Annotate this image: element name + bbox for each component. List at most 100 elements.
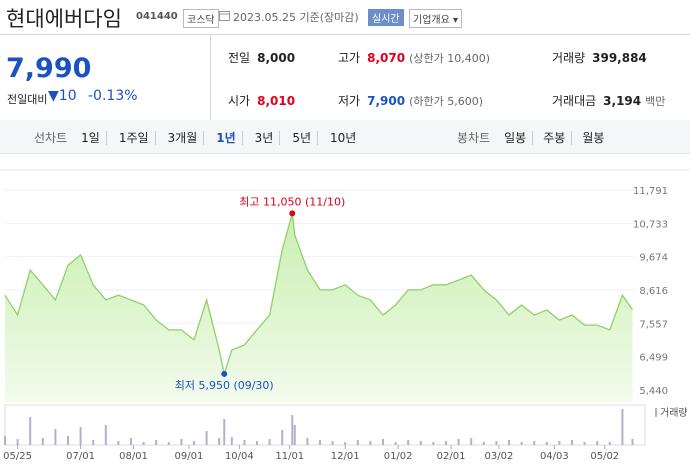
volume-bar	[41, 438, 44, 445]
calendar-icon	[219, 11, 230, 21]
company-button-text: 기업개요	[413, 15, 450, 26]
volume-frame	[4, 404, 646, 446]
tab[interactable]: 일봉	[504, 131, 534, 145]
tab[interactable]: 5년	[292, 131, 319, 145]
stat-value: 7,900	[367, 94, 406, 108]
tab[interactable]: 3개월	[167, 131, 205, 145]
volume-bar	[104, 425, 107, 445]
x-tick-label: 03/02	[485, 451, 514, 462]
volume-bar	[545, 442, 548, 445]
volume-bar	[180, 439, 183, 445]
volume-bar	[230, 437, 233, 445]
volume-bar	[193, 441, 195, 445]
tab-label: 선차트	[34, 131, 68, 145]
volume-bar	[54, 429, 57, 445]
volume-bar	[482, 442, 485, 445]
volume-bar	[16, 439, 19, 445]
change-label: 전일대비	[7, 93, 48, 106]
volume-bar	[520, 442, 523, 445]
tab[interactable]: 1일	[81, 131, 107, 145]
volume-bar	[495, 441, 498, 445]
header: 현대에버다임 041440 코스닥 2023.05.25 기준(장마감) 실시간…	[0, 0, 690, 34]
tab[interactable]: 1년	[216, 131, 243, 145]
stock-name: 현대에버다임	[6, 7, 122, 31]
company-button[interactable]: 기업개요 ▾	[409, 9, 463, 28]
stat-label: 전일	[228, 51, 251, 65]
volume-bar	[382, 439, 384, 445]
tab[interactable]: 1주일	[118, 131, 156, 145]
volume-bar	[205, 431, 208, 445]
realtime-badge: 실시간	[368, 9, 404, 26]
stat-value: 399,884	[592, 51, 647, 65]
stat: 시가 8,010	[228, 92, 299, 109]
stat-value: 8,010	[257, 94, 296, 108]
market: 코스닥	[183, 9, 219, 28]
y-tick-label: 11,791	[633, 186, 668, 197]
volume-bar	[223, 419, 226, 445]
current-price: 7,990	[6, 53, 92, 84]
stat: 고가 8,070 (상한가 10,400)	[338, 49, 490, 66]
volume-bar	[218, 438, 221, 445]
stat-label: 저가	[338, 94, 361, 108]
x-tick-label: 04/03	[540, 451, 569, 462]
tab-row: 봉차트 일봉 주봉 월봉	[457, 129, 620, 146]
x-tick-label: 02/01	[437, 451, 466, 462]
stat: 거래대금 3,194 백만	[552, 92, 665, 109]
price-line	[4, 213, 634, 377]
stat: 저가 7,900 (하한가 5,600)	[338, 92, 483, 109]
volume-bar	[281, 430, 284, 445]
volume-bar	[256, 441, 258, 445]
volume-bar	[596, 441, 599, 445]
annotation-label: 최고 11,050 (11/10)	[239, 195, 345, 208]
tab[interactable]: 월봉	[582, 131, 605, 145]
volume-bar	[608, 442, 611, 445]
volume-legend-swatch	[655, 408, 657, 417]
stat: 전일 8,000	[228, 49, 299, 66]
annotation-dot	[221, 370, 228, 377]
volume-bar	[583, 442, 586, 445]
volume-bar	[4, 436, 6, 445]
tab[interactable]: 주봉	[543, 131, 573, 145]
y-tick-label: 9,674	[639, 253, 668, 264]
volume-bar	[243, 440, 246, 445]
volume-bar	[558, 441, 561, 445]
tab[interactable]: 10년	[330, 131, 357, 145]
volume-bar	[142, 442, 145, 445]
change: ▼10	[48, 88, 77, 104]
x-tick-label: 05/02	[590, 451, 619, 462]
x-tick-label: 01/02	[384, 451, 413, 462]
stat-sub: (상한가 10,400)	[409, 52, 490, 65]
volume-bar	[306, 438, 309, 445]
volume-bar	[394, 442, 397, 445]
stat-label: 고가	[338, 51, 361, 65]
volume-bar	[117, 441, 120, 445]
volume-bar	[470, 438, 473, 445]
volume-bar	[79, 427, 82, 445]
volume-bar	[344, 442, 347, 445]
volume-bar	[268, 439, 271, 445]
x-tick-label: 11/01	[275, 451, 304, 462]
volume-bar	[167, 442, 170, 445]
volume-bar	[508, 440, 510, 445]
stat-value: 8,070	[367, 51, 406, 65]
volume-bar	[445, 441, 447, 445]
stat-label: 거래량	[552, 51, 586, 65]
volume-bar	[291, 415, 294, 445]
volume-bar	[92, 440, 95, 445]
volume-bar	[407, 440, 410, 445]
tab-label: 봉차트	[457, 131, 491, 145]
tab[interactable]: 3년	[254, 131, 281, 145]
stat-value: 3,194	[603, 94, 642, 108]
volume-bar	[67, 436, 69, 445]
volume-bar	[457, 439, 460, 445]
chart: 11,791 10,733 9,674 8,616 7,557 6,499 5,440 05/…	[0, 169, 690, 462]
x-tick-label: 08/01	[119, 451, 148, 462]
area-fill	[5, 213, 633, 402]
tab-row: 선차트 1일 1주일 3개월 1년 3년 5년 10년	[34, 129, 374, 146]
stock-code: 041440	[136, 11, 178, 22]
date: 2023.05.25 기준(장마감)	[233, 11, 359, 24]
volume-bar	[293, 425, 296, 445]
info-panel: 7,990 전일대비 ▼10 -0.13% 전일 8,000 고가 8,070 (상한가…	[0, 34, 690, 122]
volume-bar	[571, 440, 573, 445]
